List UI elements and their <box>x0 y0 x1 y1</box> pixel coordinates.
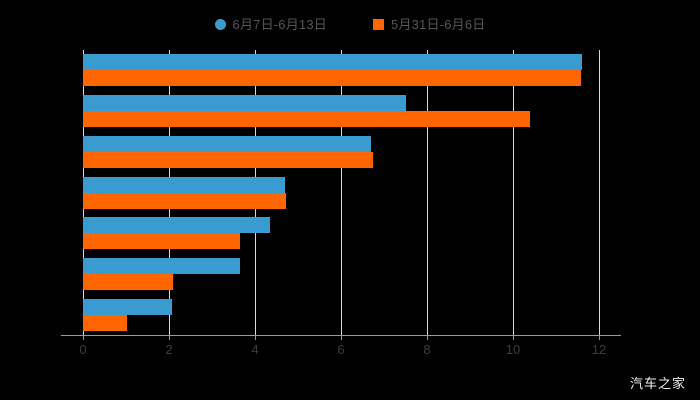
bar-1-3[interactable] <box>83 192 286 209</box>
x-tick-label: 2 <box>165 342 173 357</box>
legend-label: 5月31日-6月6日 <box>391 16 486 32</box>
bar-0-2[interactable] <box>83 135 372 152</box>
bar-1-1[interactable] <box>83 111 531 128</box>
legend-item-0[interactable]: 6月7日-6月13日 <box>214 16 327 32</box>
bar-0-0[interactable] <box>83 54 582 71</box>
chart-legend: 6月7日-6月13日 5月31日-6月6日 <box>0 12 700 36</box>
gridline-x-12 <box>599 50 600 335</box>
x-tick-label: 0 <box>79 342 87 357</box>
legend-label: 6月7日-6月13日 <box>232 16 327 32</box>
x-tick-mark-0 <box>83 335 84 340</box>
x-tick-mark-2 <box>169 335 170 340</box>
x-tick-label: 8 <box>423 342 431 357</box>
plot-area: 024681012德国其他中国美国英国日本法国 <box>61 50 621 357</box>
legend-swatch-square-icon <box>373 18 384 30</box>
bar-0-6[interactable] <box>83 298 172 315</box>
bar-1-0[interactable] <box>83 70 581 87</box>
bar-1-2[interactable] <box>83 151 374 168</box>
x-tick-mark-12 <box>599 335 600 340</box>
bar-1-6[interactable] <box>83 314 127 331</box>
x-tick-label: 10 <box>505 342 521 357</box>
gridline-x-8 <box>427 50 428 335</box>
gridline-x-6 <box>341 50 342 335</box>
bar-1-5[interactable] <box>83 273 173 290</box>
x-tick-mark-8 <box>427 335 428 340</box>
bar-0-5[interactable] <box>83 257 240 274</box>
bar-1-4[interactable] <box>83 233 240 250</box>
x-tick-label: 12 <box>591 342 607 357</box>
legend-swatch-circle-icon <box>214 18 226 30</box>
x-tick-label: 4 <box>251 342 259 357</box>
watermark-label: 汽车之家 <box>629 376 686 391</box>
x-tick-mark-6 <box>341 335 342 340</box>
x-tick-label: 6 <box>337 342 345 357</box>
x-tick-mark-10 <box>513 335 514 340</box>
bar-0-4[interactable] <box>83 217 271 234</box>
x-tick-mark-4 <box>255 335 256 340</box>
bar-0-3[interactable] <box>83 176 286 193</box>
gridline-x-10 <box>513 50 514 335</box>
bar-0-1[interactable] <box>83 95 406 112</box>
legend-item-1[interactable]: 5月31日-6月6日 <box>373 18 485 31</box>
